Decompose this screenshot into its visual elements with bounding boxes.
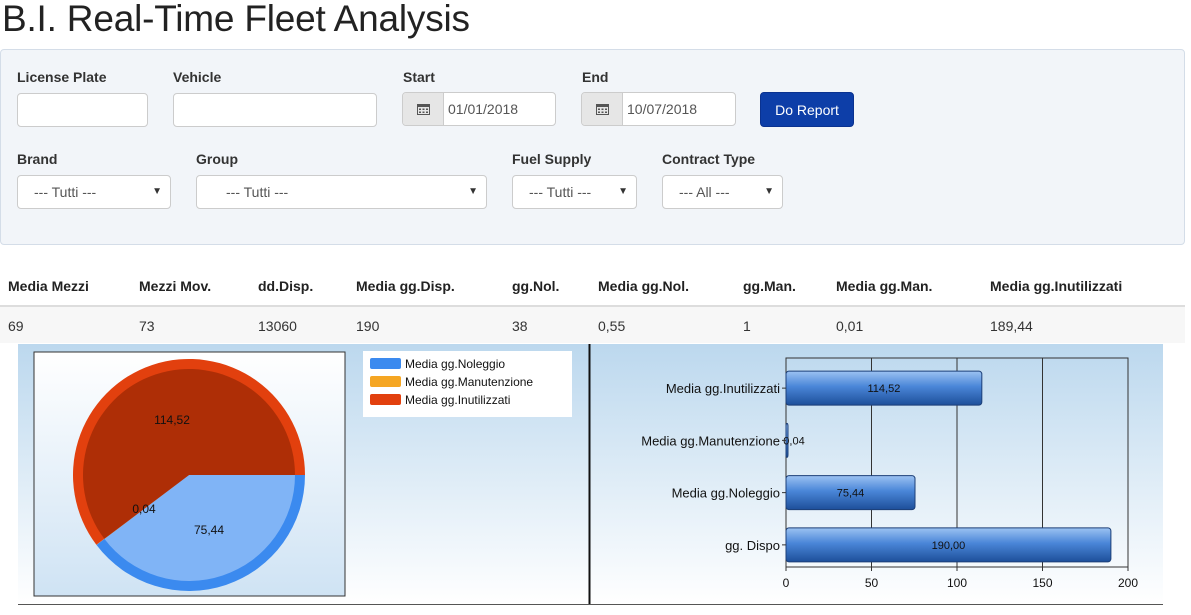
dropdown-arrow-icon: ▼ [468, 186, 478, 197]
stats-cell: 0,55 [598, 318, 626, 334]
stats-header: Media gg.Man. [836, 278, 933, 294]
dropdown-arrow-icon: ▼ [618, 186, 628, 197]
contract-type-select[interactable]: --- All --- ▼ [662, 175, 783, 209]
stats-row [0, 307, 1185, 343]
start-date-value[interactable]: 01/01/2018 [448, 101, 519, 117]
bar-axis: 0 50 100 150 200 Media gg.Inutilizzati Media g… [641, 381, 1138, 590]
pie-label-inutilizzati: 114,52 [154, 413, 190, 427]
calendar-icon[interactable] [582, 93, 623, 125]
stats-header: Media gg.Nol. [598, 278, 689, 294]
stats-header-divider [0, 305, 1185, 307]
stats-header: dd.Disp. [258, 278, 314, 294]
stats-cell: 189,44 [990, 318, 1033, 334]
bar-data-label: 114,52 [868, 383, 901, 395]
pie-slices [73, 359, 305, 591]
start-date-field[interactable]: 01/01/2018 [402, 92, 556, 126]
x-tick-label: 0 [783, 576, 790, 590]
stats-header: Media gg.Inutilizzati [990, 278, 1123, 294]
dropdown-arrow-icon: ▼ [764, 186, 774, 197]
legend-swatch-noleggio [370, 358, 401, 369]
bar-data-label: 190,00 [932, 540, 966, 552]
legend-swatch-manutenzione [370, 376, 401, 387]
stats-cell: 38 [512, 318, 528, 334]
end-label: End [582, 69, 609, 85]
pie-chart: 114,52 0,04 75,44 Media gg.Noleggio Medi… [18, 344, 589, 605]
contract-type-select-value: --- All --- [679, 184, 730, 200]
group-select-value: --- Tutti --- [226, 184, 289, 200]
pie-label-manutenzione: 0,04 [132, 502, 156, 516]
stats-cell: 73 [139, 318, 155, 334]
vehicle-label: Vehicle [173, 69, 222, 85]
legend-label-manutenzione: Media gg.Manutenzione [405, 375, 533, 389]
pie-slice-inner [104, 475, 295, 581]
stats-header: gg.Man. [743, 278, 796, 294]
dropdown-arrow-icon: ▼ [152, 186, 162, 197]
x-tick-label: 100 [947, 576, 967, 590]
page-title: B.I. Real-Time Fleet Analysis [2, 0, 470, 39]
end-date-value[interactable]: 10/07/2018 [627, 101, 698, 117]
license-plate-input[interactable] [17, 93, 148, 127]
start-label: Start [403, 69, 435, 85]
x-tick-label: 200 [1118, 576, 1138, 590]
calendar-icon[interactable] [403, 93, 444, 125]
brand-select-value: --- Tutti --- [34, 184, 97, 200]
y-category-label: gg. Dispo [725, 538, 780, 553]
legend-swatch-inutilizzati [370, 394, 401, 405]
bar-chart: 114,52 0,04 75,44 190,00 0 50 100 150 200 Media … [588, 344, 1163, 605]
y-category-label: Media gg.Manutenzione [641, 433, 780, 448]
stats-cell: 1 [743, 318, 751, 334]
x-tick-label: 150 [1032, 576, 1052, 590]
pie-slice-inner [83, 368, 295, 539]
brand-label: Brand [17, 151, 58, 167]
pie-slice-inner [104, 475, 189, 539]
stats-header: Mezzi Mov. [139, 278, 212, 294]
end-date-field[interactable]: 10/07/2018 [581, 92, 736, 126]
charts-area: 114,52 0,04 75,44 Media gg.Noleggio Medi… [18, 344, 1163, 605]
do-report-button[interactable]: Do Report [760, 92, 854, 127]
brand-select[interactable]: --- Tutti --- ▼ [17, 175, 171, 209]
stats-cell: 69 [8, 318, 24, 334]
stats-header: Media gg.Disp. [356, 278, 455, 294]
bar-data-label: 75,44 [837, 488, 865, 500]
stats-header: gg.Nol. [512, 278, 560, 294]
pie-label-noleggio: 75,44 [194, 523, 224, 537]
fuel-supply-select[interactable]: --- Tutti --- ▼ [512, 175, 637, 209]
legend-label-noleggio: Media gg.Noleggio [405, 357, 505, 371]
fuel-supply-select-value: --- Tutti --- [529, 184, 592, 200]
pie-labels: 114,52 0,04 75,44 [132, 413, 224, 537]
group-label: Group [196, 151, 238, 167]
filter-panel: License Plate Vehicle Start 01/01/2018 E… [0, 49, 1185, 245]
stats-cell: 0,01 [836, 318, 864, 334]
legend-label-inutilizzati: Media gg.Inutilizzati [405, 393, 510, 407]
license-plate-label: License Plate [17, 69, 107, 85]
fuel-supply-label: Fuel Supply [512, 151, 592, 167]
x-tick-label: 50 [865, 576, 879, 590]
y-category-label: Media gg.Noleggio [672, 486, 780, 501]
group-select[interactable]: --- Tutti --- ▼ [196, 175, 487, 209]
y-category-label: Media gg.Inutilizzati [666, 381, 780, 396]
vehicle-input[interactable] [173, 93, 377, 127]
stats-cell: 13060 [258, 318, 297, 334]
stats-cell: 190 [356, 318, 380, 334]
stats-header: Media Mezzi [8, 278, 89, 294]
bar-data-label: 0,04 [783, 435, 804, 447]
contract-type-label: Contract Type [662, 151, 756, 167]
pie-legend: Media gg.Noleggio Media gg.Manutenzione … [363, 351, 572, 417]
